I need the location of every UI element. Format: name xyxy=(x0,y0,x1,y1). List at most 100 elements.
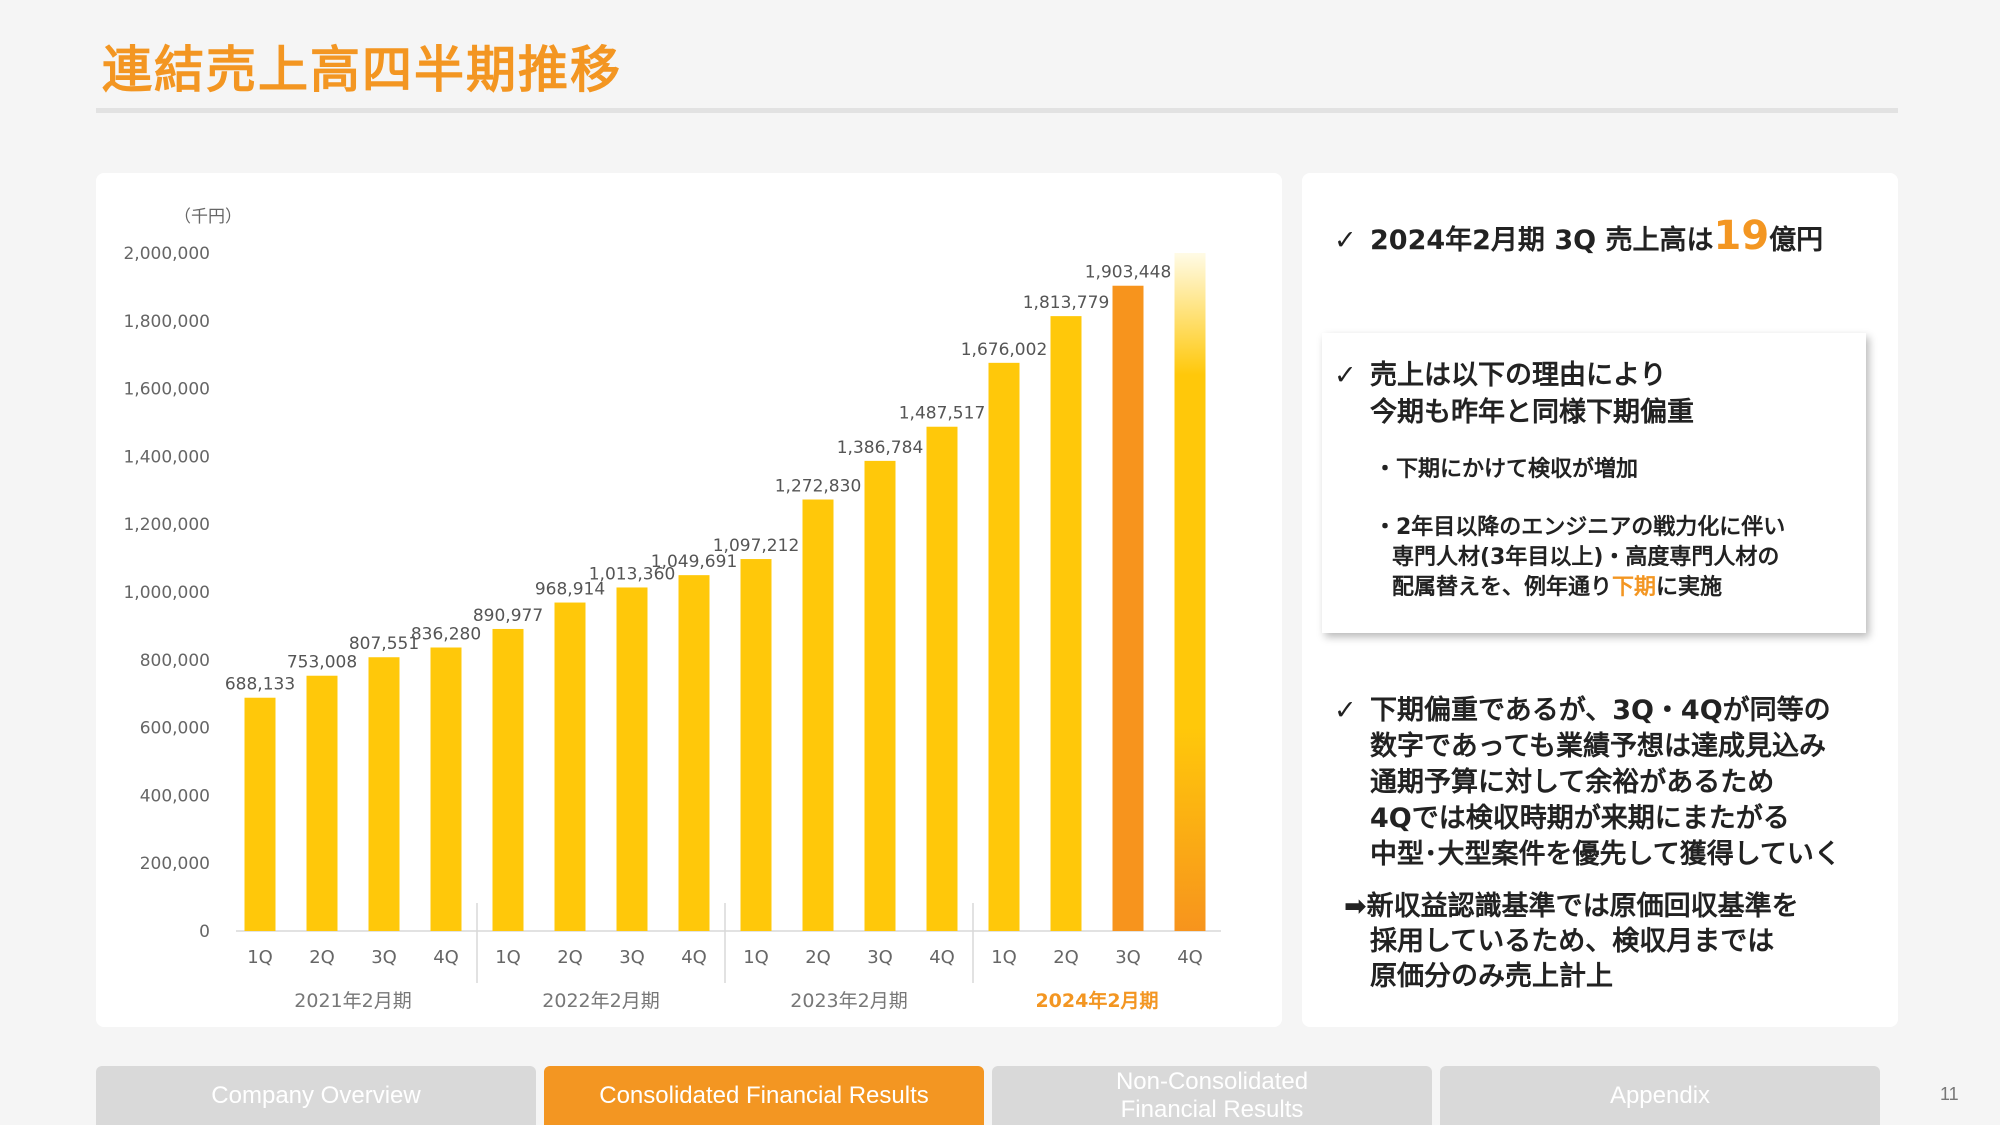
accounting-note: ➡新収益認識基準では原価回収基準を 採用しているため、検収月までは 原価分のみ売… xyxy=(1344,889,1799,994)
bar-value-label: 968,914 xyxy=(535,580,605,600)
outlook-line4: 4Qでは検収時期が来期にまたがる xyxy=(1370,803,1790,834)
check-icon: ✓ xyxy=(1334,360,1357,391)
y-tick-label: 1,800,000 xyxy=(123,312,210,332)
bar xyxy=(926,426,958,931)
bar xyxy=(1050,316,1082,931)
check-icon: ✓ xyxy=(1334,695,1357,726)
fiscal-year-label: 2023年2月期 xyxy=(790,990,907,1012)
y-tick-label: 1,400,000 xyxy=(123,447,210,467)
fiscal-year-label: 2022年2月期 xyxy=(542,990,659,1012)
info-panel: ✓ 2024年2月期 3Q 売上高は19億円 ✓ 売上は以下の理由により 今期も昨年… xyxy=(1302,173,1898,1027)
check-icon: ✓ xyxy=(1334,225,1357,256)
bar xyxy=(678,575,710,931)
x-tick-label: 4Q xyxy=(681,947,707,968)
note-line1: 新収益認識基準では原価回収基準を xyxy=(1366,891,1799,922)
bar-value-label: 1,903,448 xyxy=(1085,263,1172,283)
reason-text: に実施 xyxy=(1656,575,1723,600)
y-tick-label: 600,000 xyxy=(140,719,210,739)
bar-value-label: 890,977 xyxy=(473,606,543,626)
bar-value-label: 1,013,360 xyxy=(589,564,676,584)
page-number: 11 xyxy=(1940,1084,1959,1104)
highlight-text: 下期 xyxy=(1612,575,1657,600)
revenue-bar-chart: （千円） 0 200,000 400,000 600,000 800,000 1,000,… xyxy=(123,207,1221,1012)
bar xyxy=(616,587,648,931)
bar xyxy=(988,362,1020,931)
title-divider xyxy=(96,108,1898,113)
y-tick-label: 800,000 xyxy=(140,651,210,671)
bar-value-label: 753,008 xyxy=(287,653,357,673)
forecast-bar xyxy=(1174,253,1206,931)
y-axis-unit-label: （千円） xyxy=(174,207,242,227)
reason-callout: ✓ 売上は以下の理由により 今期も昨年と同様下期偏重 ・下期にかけて検収が増加 ・… xyxy=(1322,333,1866,633)
bar xyxy=(1112,285,1144,931)
x-tick-label: 4Q xyxy=(929,947,955,968)
reason-bullet-2: ・2年目以降のエンジニアの戦力化に伴い 専門人材(3年目以上)・高度専門人材の … xyxy=(1374,513,1785,603)
y-tick-label: 1,000,000 xyxy=(123,583,210,603)
bar xyxy=(802,499,834,931)
x-tick-label: 3Q xyxy=(867,947,893,968)
bar-value-label: 807,551 xyxy=(349,634,419,654)
tab-non-consolidated-financial-results[interactable]: Non-Consolidated Financial Results xyxy=(992,1066,1432,1125)
reason-bullet-2-line2: 専門人材(3年目以上)・高度専門人材の xyxy=(1392,545,1780,570)
bar-value-label: 1,049,691 xyxy=(651,552,738,572)
x-tick-label: 2Q xyxy=(557,947,583,968)
x-tick-label: 2Q xyxy=(309,947,335,968)
x-tick-label: 2Q xyxy=(1053,947,1079,968)
x-tick-label: 1Q xyxy=(495,947,521,968)
y-tick-label: 200,000 xyxy=(140,854,210,874)
bar xyxy=(740,559,772,931)
tab-appendix[interactable]: Appendix xyxy=(1440,1066,1880,1125)
reason-bullet-1: ・下期にかけて検収が増加 xyxy=(1374,457,1639,482)
y-tick-label: 1,600,000 xyxy=(123,380,210,400)
x-tick-label: 3Q xyxy=(1115,947,1141,968)
tab-label-line2: Financial Results xyxy=(1120,1095,1304,1123)
reason-bullet-2-line1: ・2年目以降のエンジニアの戦力化に伴い xyxy=(1374,515,1786,540)
note-line3: 原価分のみ売上計上 xyxy=(1370,961,1613,992)
reason-text: 配属替えを、例年通り xyxy=(1392,575,1613,600)
y-tick-label: 400,000 xyxy=(140,786,210,806)
reason-heading: ✓ 売上は以下の理由により 今期も昨年と同様下期偏重 xyxy=(1334,357,1694,431)
bar-value-label: 1,487,517 xyxy=(899,404,986,424)
x-tick-label: 1Q xyxy=(247,947,273,968)
y-tick-label: 1,200,000 xyxy=(123,515,210,535)
fiscal-year-label: 2021年2月期 xyxy=(294,990,411,1012)
y-tick-label: 2,000,000 xyxy=(123,244,210,264)
outlook-block: ✓ 下期偏重であるが、3Q・4Qが同等の 数字であっても業績予想は達成見込み 通期… xyxy=(1334,693,1841,873)
bar xyxy=(430,647,462,931)
fiscal-year-label: 2024年2月期 xyxy=(1035,989,1158,1012)
page-title: 連結売上高四半期推移 xyxy=(102,41,622,99)
reason-heading-line2: 今期も昨年と同様下期偏重 xyxy=(1370,397,1694,428)
outlook-line3: 通期予算に対して余裕があるため xyxy=(1370,767,1775,798)
outlook-line2: 数字であっても業績予想は達成見込み xyxy=(1370,731,1827,762)
tab-company-overview[interactable]: Company Overview xyxy=(96,1066,536,1125)
arrow-icon: ➡ xyxy=(1344,891,1367,922)
x-tick-label: 1Q xyxy=(991,947,1017,968)
bar-value-label: 1,272,830 xyxy=(775,477,862,497)
bar-value-label: 836,280 xyxy=(411,625,481,645)
note-line2: 採用しているため、検収月までは xyxy=(1370,926,1775,957)
reason-heading-line1: 売上は以下の理由により xyxy=(1370,360,1667,391)
tab-consolidated-financial-results[interactable]: Consolidated Financial Results xyxy=(544,1066,984,1125)
bar-value-label: 1,097,212 xyxy=(713,536,800,556)
chart-panel: （千円） 0 200,000 400,000 600,000 800,000 1,000,… xyxy=(96,173,1282,1027)
outlook-line1: 下期偏重であるが、3Q・4Qが同等の xyxy=(1370,695,1831,726)
x-tick-label: 4Q xyxy=(1177,947,1203,968)
summary-suffix: 億円 xyxy=(1769,225,1824,256)
bar xyxy=(368,657,400,931)
tab-label-line1: Non-Consolidated xyxy=(1115,1067,1309,1095)
sales-summary: ✓ 2024年2月期 3Q 売上高は19億円 xyxy=(1334,213,1823,259)
bar-value-label: 1,676,002 xyxy=(961,340,1048,360)
bar-value-label: 688,133 xyxy=(225,675,295,695)
reason-bullet-2-line3: 配属替えを、例年通り下期に実施 xyxy=(1374,573,1785,603)
bar xyxy=(554,602,586,931)
bar xyxy=(306,675,338,931)
bar xyxy=(864,460,896,931)
x-tick-label: 4Q xyxy=(433,947,459,968)
y-tick-label: 0 xyxy=(199,922,210,942)
x-tick-label: 3Q xyxy=(619,947,645,968)
bar xyxy=(492,628,524,931)
x-tick-label: 2Q xyxy=(805,947,831,968)
summary-number: 19 xyxy=(1713,213,1770,259)
bar-value-label: 1,386,784 xyxy=(837,438,924,458)
summary-prefix: 2024年2月期 3Q 売上高は xyxy=(1370,225,1714,256)
